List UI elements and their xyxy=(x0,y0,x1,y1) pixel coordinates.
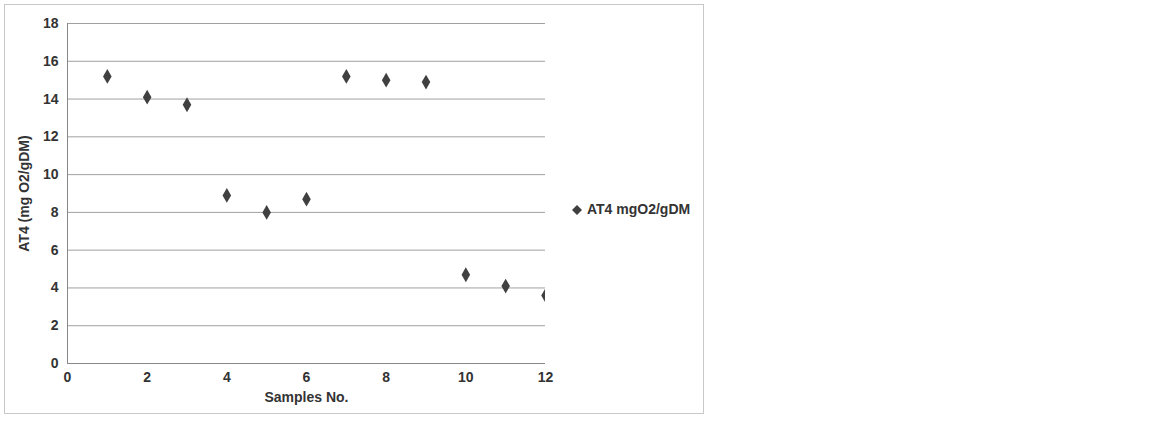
svg-text:0: 0 xyxy=(64,369,72,385)
svg-text:6: 6 xyxy=(51,242,59,258)
svg-text:10: 10 xyxy=(43,166,59,182)
svg-text:10: 10 xyxy=(458,369,474,385)
svg-text:14: 14 xyxy=(43,91,59,107)
svg-text:8: 8 xyxy=(51,204,59,220)
svg-text:2: 2 xyxy=(143,369,151,385)
svg-text:0: 0 xyxy=(51,355,59,371)
svg-text:8: 8 xyxy=(382,369,390,385)
html-text:AT4 mgO2/gDM: AT4 mgO2/gDM xyxy=(587,200,691,217)
svg-text:12: 12 xyxy=(43,128,59,144)
svg-text:2: 2 xyxy=(51,317,59,333)
svg-text:Samples No.: Samples No. xyxy=(264,389,348,405)
svg-text:18: 18 xyxy=(43,15,59,31)
svg-text:AT4 (mg O2/gDM): AT4 (mg O2/gDM) xyxy=(16,135,32,251)
svg-text:4: 4 xyxy=(51,279,59,295)
svg-text:4: 4 xyxy=(223,369,231,385)
svg-text:6: 6 xyxy=(303,369,311,385)
svg-text:12: 12 xyxy=(538,369,554,385)
svg-text:16: 16 xyxy=(43,53,59,69)
